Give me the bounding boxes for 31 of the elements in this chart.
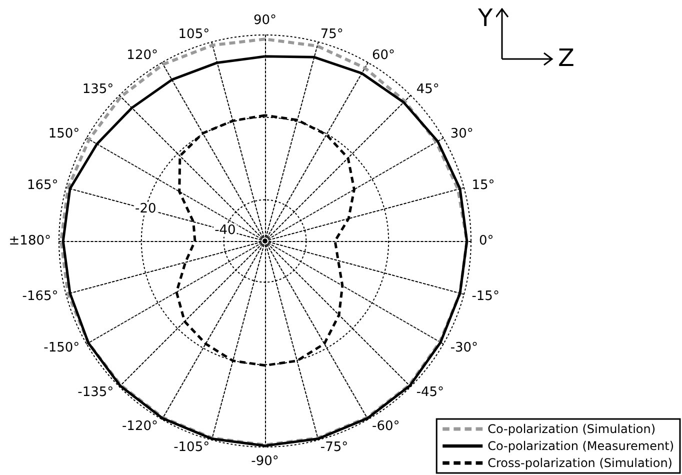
- legend-label: Co-polarization (Simulation): [488, 422, 656, 436]
- text: Z: [558, 44, 574, 72]
- spoke-label: -165°: [22, 288, 58, 304]
- spoke-label: -120°: [122, 418, 158, 434]
- spoke-label: 60°: [372, 48, 396, 64]
- spoke-label: 150°: [48, 126, 80, 142]
- spoke-label: 105°: [178, 26, 210, 42]
- y-tick-label: -20: [134, 202, 156, 217]
- legend-label: Cross-polarization (Simulation): [488, 456, 672, 470]
- spoke-label: ±180°: [8, 234, 51, 248]
- spoke-label: -90°: [251, 454, 279, 469]
- spoke-label: 45°: [416, 82, 440, 98]
- spoke-label: -105°: [174, 440, 210, 456]
- spoke-label: -75°: [320, 440, 348, 456]
- spoke-label: 15°: [472, 178, 495, 194]
- spoke-label: 165°: [26, 178, 58, 194]
- spoke-label: 135°: [82, 82, 114, 98]
- spoke-label: 30°: [450, 126, 474, 142]
- text: Y: [478, 4, 493, 32]
- spoke-label: -60°: [372, 418, 400, 434]
- spoke-label: -45°: [416, 384, 444, 400]
- spoke-label: -30°: [450, 340, 478, 356]
- spoke-label: 0°: [479, 234, 494, 248]
- legend-label: Co-polarization (Measurement): [488, 439, 674, 453]
- y-tick-label: -40: [214, 222, 236, 238]
- spoke-label: -135°: [78, 384, 114, 400]
- spoke-label: 90°: [253, 13, 277, 28]
- spoke-label: -150°: [44, 340, 80, 356]
- spoke-label: 120°: [126, 48, 158, 64]
- spoke-label: -15°: [472, 288, 500, 304]
- spoke-label: 75°: [320, 26, 344, 42]
